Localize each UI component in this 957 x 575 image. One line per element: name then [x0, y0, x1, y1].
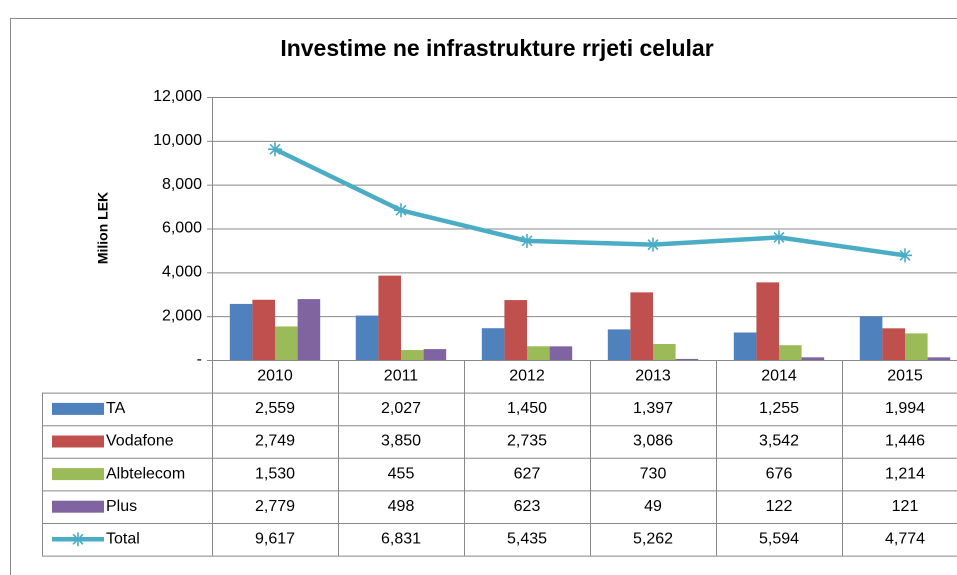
legend-key: [52, 402, 104, 415]
table-value: 2,735: [507, 433, 547, 450]
y-axis-label: Milion LEK: [95, 192, 111, 264]
table-value: 5,262: [633, 531, 673, 548]
bar: [252, 299, 275, 360]
y-tick-label: 10,000: [153, 132, 202, 149]
x-tick-label: 2013: [635, 368, 671, 385]
line: [274, 147, 906, 258]
legend-label: Albtelecom: [106, 465, 185, 482]
bar: [297, 299, 321, 360]
marker-stroke: [521, 235, 533, 247]
bar: [859, 316, 883, 360]
table-value: 3,850: [381, 433, 421, 450]
bar: [481, 328, 505, 360]
x-tick-label: 2010: [257, 368, 293, 385]
table-value: 49: [644, 498, 662, 515]
marker: [646, 237, 660, 252]
table-value: 1,446: [885, 433, 925, 450]
table-value: 1,530: [255, 465, 295, 482]
bar: [527, 346, 550, 360]
table-value: 2,559: [255, 400, 295, 417]
bar: [549, 346, 573, 360]
table-value: 6,831: [381, 531, 421, 548]
chart-border: [10, 18, 957, 575]
table-value: 2,027: [381, 400, 421, 417]
table-value: 122: [766, 498, 793, 515]
bar: [423, 349, 447, 360]
y-tick-label: 8,000: [162, 176, 202, 193]
table-value: 3,542: [759, 433, 799, 450]
table-value: 4,774: [885, 531, 925, 548]
marker: [772, 230, 786, 245]
table-value: 9,617: [255, 531, 295, 548]
bar: [756, 282, 779, 360]
x-tick-label: 2014: [761, 368, 797, 385]
table-value: 455: [388, 465, 415, 482]
legend-marker: [71, 532, 85, 547]
bar: [801, 357, 825, 360]
table-value: 627: [514, 465, 541, 482]
y-tick-label: -: [197, 351, 202, 368]
table-value: 121: [892, 498, 919, 515]
y-tick-label: 2,000: [162, 307, 202, 324]
bar: [607, 329, 631, 360]
table-value: 5,435: [507, 531, 547, 548]
bar: [229, 303, 253, 360]
bar: [378, 275, 401, 360]
legend-label: Vodafone: [106, 433, 174, 450]
table-value: 1,214: [885, 465, 925, 482]
bar: [504, 300, 527, 360]
table-value: 1,255: [759, 400, 799, 417]
x-tick-label: 2012: [509, 368, 545, 385]
table-value: 5,594: [759, 531, 799, 548]
bar: [905, 333, 928, 360]
marker: [898, 248, 912, 263]
bar: [733, 332, 757, 360]
table-value: 2,749: [255, 433, 295, 450]
bar: [355, 315, 379, 360]
marker-stroke: [72, 533, 84, 545]
y-tick-label: 6,000: [162, 220, 202, 237]
marker: [268, 142, 282, 157]
marker: [520, 233, 534, 248]
marker-stroke: [899, 249, 911, 261]
chart-title: Investime ne infrastrukture rrjeti celul…: [280, 35, 713, 61]
table-value: 1,450: [507, 400, 547, 417]
bar: [882, 328, 905, 360]
legend-key: [52, 435, 104, 448]
marker-stroke: [773, 231, 785, 243]
x-tick-label: 2015: [887, 368, 923, 385]
bar: [630, 292, 653, 360]
marker: [394, 203, 408, 218]
table-value: 1,994: [885, 400, 925, 417]
legend-label: Plus: [106, 498, 137, 515]
marker-stroke: [269, 143, 281, 155]
table-value: 498: [388, 498, 415, 515]
bar: [401, 350, 424, 360]
bar: [675, 358, 699, 360]
legend-key: [52, 500, 104, 513]
table-value: 3,086: [633, 433, 673, 450]
table-value: 730: [640, 465, 667, 482]
table-value: 2,779: [255, 498, 295, 515]
bar: [779, 345, 802, 360]
table-value: 676: [766, 465, 793, 482]
legend-label: TA: [106, 400, 126, 417]
x-tick-label: 2011: [384, 368, 419, 385]
marker-stroke: [395, 204, 407, 216]
bar: [653, 344, 676, 360]
y-tick-label: 12,000: [153, 88, 202, 105]
marker-stroke: [647, 239, 659, 251]
legend-key: [52, 468, 104, 481]
bar: [927, 357, 951, 360]
table-value: 623: [514, 498, 541, 515]
legend-label: Total: [106, 531, 140, 548]
y-tick-label: 4,000: [162, 264, 202, 281]
bar: [275, 326, 298, 360]
table-value: 1,397: [633, 400, 673, 417]
